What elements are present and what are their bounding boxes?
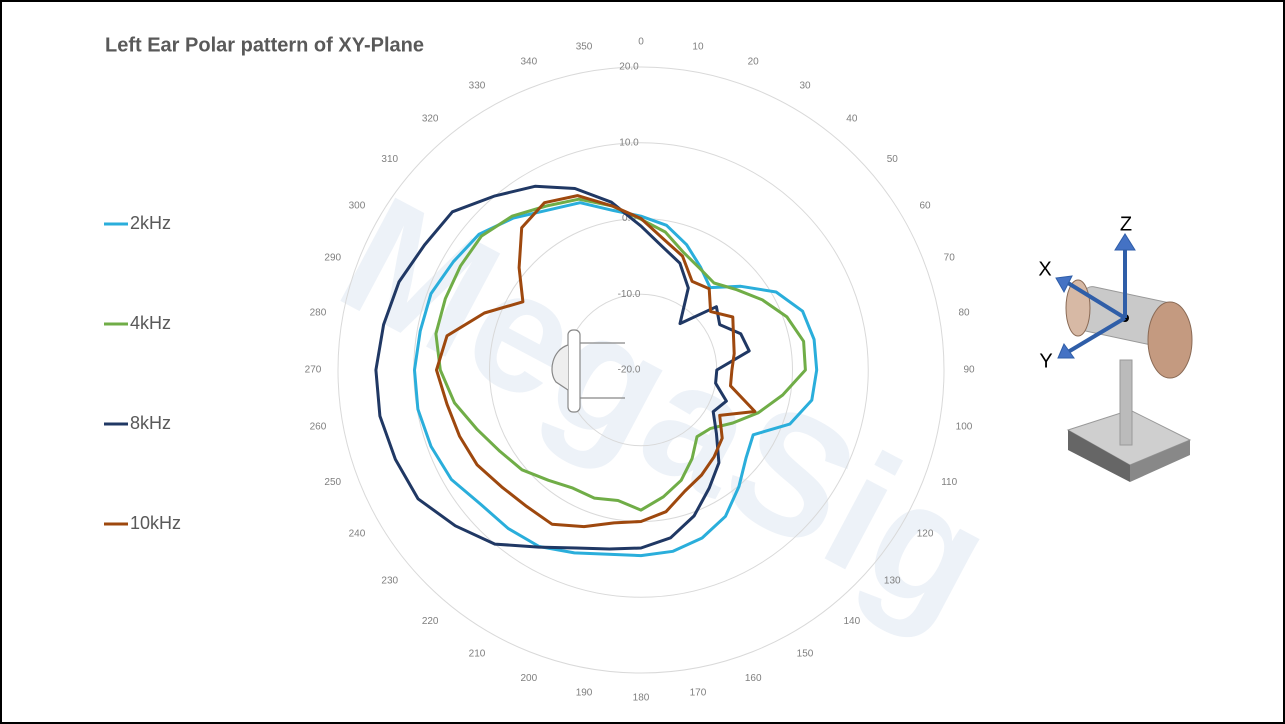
angle-label: 80 <box>958 308 970 319</box>
angle-label: 230 <box>381 575 398 586</box>
angle-label: 300 <box>349 201 366 212</box>
angle-label: 250 <box>324 477 341 488</box>
angle-label: 260 <box>310 422 327 433</box>
angle-label: 120 <box>917 529 934 540</box>
angle-label: 60 <box>919 201 931 212</box>
r-tick-label: 10.0 <box>619 137 639 148</box>
angle-label: 350 <box>576 42 593 53</box>
legend-label: 2kHz <box>130 213 171 233</box>
angle-label: 110 <box>941 477 957 488</box>
angle-label: 340 <box>520 56 537 67</box>
r-tick-label: 20.0 <box>619 62 639 73</box>
angle-label: 40 <box>846 113 858 124</box>
angle-label: 50 <box>887 154 899 165</box>
angle-label: 30 <box>799 81 811 92</box>
angle-label: 140 <box>843 616 860 627</box>
legend-label: 10kHz <box>130 513 181 533</box>
angle-label: 170 <box>690 688 707 699</box>
angle-label: 10 <box>692 42 704 53</box>
axis-label: Y <box>1039 350 1052 372</box>
angle-label: 310 <box>381 154 398 165</box>
axis-label: X <box>1038 258 1051 280</box>
angle-label: 290 <box>324 252 341 263</box>
axis-label: Z <box>1120 213 1132 235</box>
angle-label: 0 <box>638 37 644 48</box>
angle-label: 190 <box>576 688 593 699</box>
angle-label: 90 <box>963 365 975 376</box>
angle-label: 330 <box>469 81 486 92</box>
angle-label: 150 <box>797 649 814 660</box>
legend-label: 8kHz <box>130 413 171 433</box>
angle-label: 20 <box>748 56 760 67</box>
chart: Left Ear Polar pattern of XY-Plane MegaS… <box>0 0 1285 724</box>
angle-label: 210 <box>469 649 486 660</box>
r-tick-label: -20.0 <box>618 365 641 376</box>
angle-label: 270 <box>305 365 322 376</box>
angle-label: 180 <box>633 693 650 704</box>
r-tick-label: -10.0 <box>618 289 641 300</box>
legend-label: 4kHz <box>130 313 171 333</box>
angle-label: 280 <box>310 308 327 319</box>
angle-label: 320 <box>422 113 439 124</box>
chart-title: Left Ear Polar pattern of XY-Plane <box>105 34 424 56</box>
angle-label: 160 <box>745 673 762 684</box>
angle-label: 220 <box>422 616 439 627</box>
angle-label: 240 <box>349 529 366 540</box>
angle-label: 70 <box>944 252 956 263</box>
angle-label: 200 <box>520 673 537 684</box>
angle-label: 100 <box>956 422 973 433</box>
angle-label: 130 <box>884 575 901 586</box>
